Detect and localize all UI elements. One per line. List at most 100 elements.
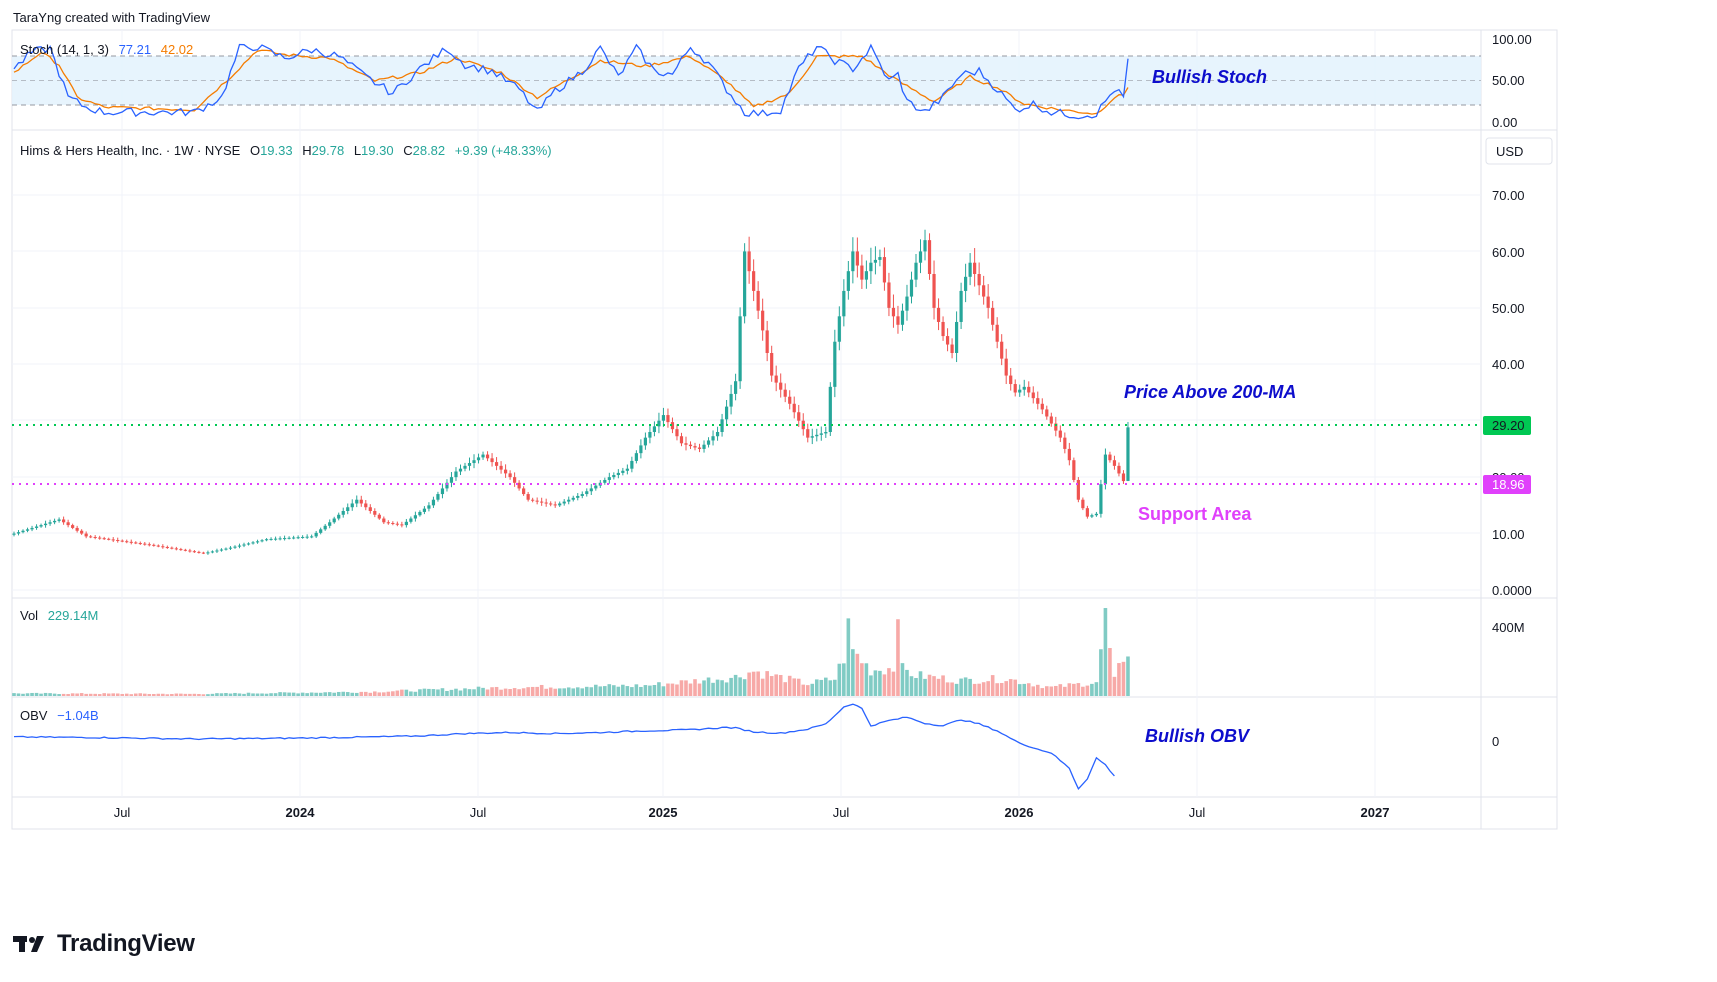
- volume-bar: [350, 692, 355, 696]
- currency-box[interactable]: [1485, 137, 1553, 165]
- volume-bar: [738, 677, 742, 696]
- volume-bar: [210, 693, 215, 696]
- candle-body: [476, 457, 481, 461]
- tradingview-logo[interactable]: TradingView: [13, 930, 195, 958]
- volume-bar: [391, 691, 395, 696]
- volume-bar: [783, 682, 788, 696]
- candle-body: [697, 447, 702, 449]
- volume-bar: [792, 678, 797, 696]
- candle-body: [580, 494, 584, 496]
- volume-bar: [697, 683, 702, 696]
- candle-body: [779, 382, 783, 390]
- candle-body: [630, 460, 634, 469]
- volume-bar: [1085, 685, 1090, 696]
- candle-body: [499, 465, 503, 470]
- volume-bar: [345, 692, 350, 696]
- candle-body: [183, 549, 187, 551]
- candle-body: [995, 324, 999, 342]
- volume-bar: [625, 686, 630, 696]
- annotation-bullish-stoch: Bullish Stoch: [1152, 67, 1267, 87]
- candle-body: [179, 549, 183, 551]
- chart-canvas[interactable]: 100.00 50.00 0.00 Stoch (14, 1, 3) 77.21…: [0, 0, 1717, 920]
- candle-body: [603, 479, 607, 483]
- volume-bar: [242, 693, 246, 696]
- volume-bar: [932, 676, 936, 696]
- stoch-tick-50: 50.00: [1492, 73, 1525, 88]
- support-price-tag: [1483, 475, 1531, 494]
- candle-body: [914, 262, 918, 280]
- candle-body: [833, 341, 837, 387]
- volume-bar: [1035, 684, 1040, 696]
- candle-body: [251, 542, 255, 544]
- candle-body: [724, 406, 729, 420]
- volume-bar: [864, 663, 869, 696]
- volume-name: Vol: [20, 608, 38, 623]
- annotation-support-area: Support Area: [1138, 504, 1252, 524]
- candle-body: [909, 279, 914, 297]
- volume-bar: [517, 689, 521, 696]
- candle-body: [693, 446, 697, 448]
- stoch-params: 14, 1, 3: [61, 42, 104, 57]
- candle-body: [287, 537, 291, 539]
- candle-body: [314, 532, 318, 537]
- volume-bar: [201, 694, 206, 696]
- candle-body: [328, 522, 332, 526]
- volume-bar: [990, 675, 995, 696]
- volume-bar: [995, 683, 999, 696]
- candle-body: [526, 494, 530, 500]
- candle-body: [323, 525, 327, 530]
- volume-bar: [724, 682, 729, 696]
- volume-bar: [431, 689, 436, 696]
- volume-bar: [553, 688, 557, 696]
- candle-body: [391, 522, 395, 524]
- candle-body: [246, 543, 251, 545]
- volume-bar: [981, 682, 986, 696]
- candle-body: [1081, 499, 1085, 509]
- candle-body: [1000, 341, 1004, 359]
- candle-body: [1121, 473, 1126, 482]
- candle-body: [594, 485, 598, 489]
- volume-bar: [774, 674, 778, 696]
- volume-bar: [395, 690, 400, 696]
- candle-body: [891, 307, 896, 317]
- candle-body: [788, 396, 792, 404]
- volume-bar: [485, 689, 490, 696]
- candle-body: [355, 499, 359, 504]
- volume-bar: [1081, 686, 1085, 696]
- candle-body: [1117, 465, 1121, 474]
- volume-bar: [52, 693, 57, 696]
- candle-body: [143, 543, 147, 545]
- candle-body: [71, 525, 75, 528]
- candle-body: [409, 518, 413, 522]
- candle-body: [395, 523, 399, 525]
- volume-bar: [165, 694, 170, 696]
- candle-body: [905, 296, 909, 311]
- volume-bar: [508, 689, 512, 696]
- volume-bar: [197, 693, 201, 696]
- candle-body: [625, 468, 629, 471]
- volume-bar: [332, 692, 337, 696]
- candle-body: [1036, 398, 1040, 404]
- obv-tick-0: 0: [1492, 734, 1499, 749]
- candle-body: [319, 529, 323, 533]
- price-tick-60: 60.00: [1492, 245, 1525, 260]
- candle-body: [1126, 427, 1130, 481]
- candle-body: [558, 503, 562, 506]
- candle-body: [639, 445, 643, 454]
- price-legend: Hims & Hers Health, Inc. · 1W · NYSE O19…: [20, 143, 552, 158]
- candle-body: [161, 546, 165, 548]
- volume-bar: [837, 663, 842, 696]
- candle-body: [531, 499, 535, 501]
- volume-bar: [34, 692, 39, 696]
- candle-body: [242, 544, 246, 546]
- candle-body: [368, 507, 372, 511]
- candle-body: [508, 473, 512, 478]
- candle-body: [436, 494, 440, 500]
- volume-bar: [751, 671, 756, 696]
- volume-bar: [580, 688, 585, 696]
- volume-bar: [440, 688, 445, 696]
- candle-body: [752, 271, 756, 291]
- candle-body: [936, 307, 941, 322]
- volume-bar: [548, 687, 553, 696]
- candle-body: [418, 511, 422, 516]
